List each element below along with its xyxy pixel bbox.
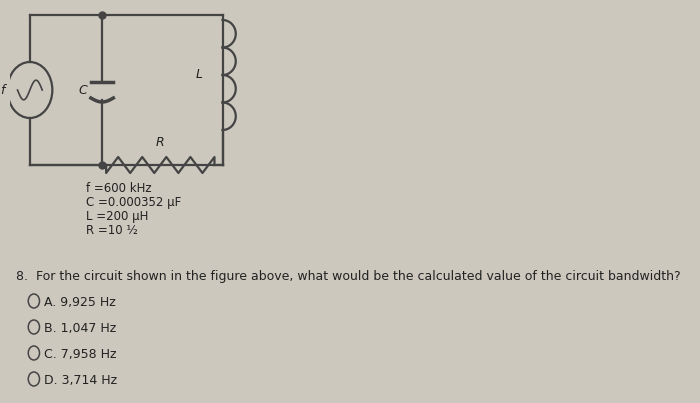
Text: B. 1,047 Hz: B. 1,047 Hz xyxy=(43,322,116,335)
Text: L =200 μH: L =200 μH xyxy=(86,210,148,223)
Text: L: L xyxy=(196,69,203,81)
Text: f =600 kHz: f =600 kHz xyxy=(86,182,152,195)
Text: A. 9,925 Hz: A. 9,925 Hz xyxy=(43,296,116,309)
Text: f: f xyxy=(0,83,4,96)
Text: C. 7,958 Hz: C. 7,958 Hz xyxy=(43,348,116,361)
Text: D. 3,714 Hz: D. 3,714 Hz xyxy=(43,374,117,387)
Text: C =0.000352 μF: C =0.000352 μF xyxy=(86,196,181,209)
Text: R =10 ½: R =10 ½ xyxy=(86,224,138,237)
Text: 8.  For the circuit shown in the figure above, what would be the calculated valu: 8. For the circuit shown in the figure a… xyxy=(16,270,681,283)
Text: R: R xyxy=(156,136,164,149)
Text: C: C xyxy=(79,83,88,96)
